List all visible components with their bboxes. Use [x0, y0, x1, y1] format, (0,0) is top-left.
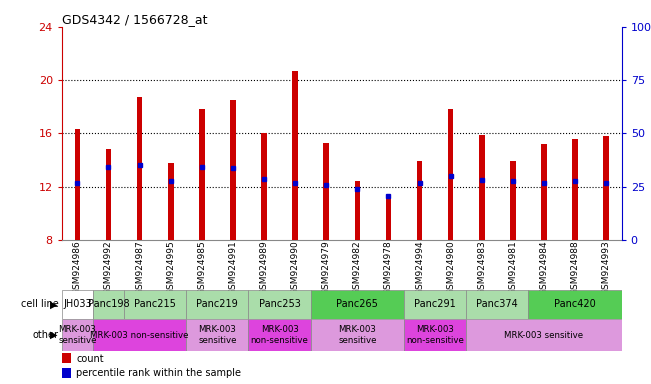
Bar [311, 319, 404, 351]
Text: cell line: cell line [21, 299, 59, 310]
Bar [385, 196, 391, 240]
Text: MRK-003
sensitive: MRK-003 sensitive [338, 325, 376, 345]
Bar [466, 319, 622, 351]
Text: GSM924994: GSM924994 [415, 240, 424, 295]
Text: GSM924995: GSM924995 [166, 240, 175, 295]
Bar [479, 135, 484, 240]
Bar [448, 109, 454, 240]
Text: Panc374: Panc374 [477, 299, 518, 310]
Bar [510, 161, 516, 240]
Bar [404, 290, 466, 319]
Text: percentile rank within the sample: percentile rank within the sample [76, 368, 241, 378]
Text: ▶: ▶ [50, 299, 58, 310]
Bar [417, 161, 422, 240]
Text: MRK-003 non-sensitive: MRK-003 non-sensitive [90, 331, 189, 339]
Text: GSM924982: GSM924982 [353, 240, 362, 295]
Bar [292, 71, 298, 240]
Bar [62, 353, 71, 363]
Text: GSM924986: GSM924986 [73, 240, 82, 295]
Bar [311, 290, 404, 319]
Text: ▶: ▶ [50, 330, 58, 340]
Bar [324, 143, 329, 240]
Text: MRK-003 sensitive: MRK-003 sensitive [505, 331, 583, 339]
Text: Panc219: Panc219 [197, 299, 238, 310]
Bar [168, 163, 174, 240]
Text: Panc420: Panc420 [554, 299, 596, 310]
Bar [249, 290, 311, 319]
Text: count: count [76, 354, 104, 364]
Bar [124, 290, 186, 319]
Text: MRK-003
non-sensitive: MRK-003 non-sensitive [251, 325, 309, 345]
Text: GSM924992: GSM924992 [104, 240, 113, 295]
Text: GSM924990: GSM924990 [290, 240, 299, 295]
Text: GSM924991: GSM924991 [229, 240, 238, 295]
Bar [541, 144, 547, 240]
Text: GSM924989: GSM924989 [260, 240, 268, 295]
Text: Panc291: Panc291 [414, 299, 456, 310]
Text: GSM924987: GSM924987 [135, 240, 144, 295]
Bar [249, 319, 311, 351]
Text: GSM924979: GSM924979 [322, 240, 331, 295]
Bar [105, 149, 111, 240]
Bar [466, 290, 529, 319]
Bar [186, 290, 249, 319]
Text: GSM924980: GSM924980 [446, 240, 455, 295]
Text: GSM924985: GSM924985 [197, 240, 206, 295]
Text: Panc253: Panc253 [258, 299, 301, 310]
Bar [529, 290, 622, 319]
Bar [62, 319, 93, 351]
Text: Panc215: Panc215 [134, 299, 176, 310]
Text: GSM924981: GSM924981 [508, 240, 518, 295]
Text: Panc265: Panc265 [337, 299, 378, 310]
Bar [186, 319, 249, 351]
Text: GSM924984: GSM924984 [540, 240, 548, 295]
Bar [137, 98, 143, 240]
Text: MRK-003
sensitive: MRK-003 sensitive [198, 325, 236, 345]
Bar [261, 134, 267, 240]
Text: GSM924993: GSM924993 [602, 240, 611, 295]
Bar [75, 129, 80, 240]
Text: MRK-003
non-sensitive: MRK-003 non-sensitive [406, 325, 464, 345]
Bar [62, 368, 71, 378]
Bar [404, 319, 466, 351]
Bar [355, 181, 360, 240]
Bar [62, 290, 93, 319]
Text: MRK-003
sensitive: MRK-003 sensitive [58, 325, 96, 345]
Text: GDS4342 / 1566728_at: GDS4342 / 1566728_at [62, 13, 208, 26]
Bar [93, 290, 124, 319]
Text: GSM924988: GSM924988 [570, 240, 579, 295]
Text: Panc198: Panc198 [88, 299, 130, 310]
Bar [93, 319, 186, 351]
Bar [603, 136, 609, 240]
Text: GSM924983: GSM924983 [477, 240, 486, 295]
Text: JH033: JH033 [63, 299, 92, 310]
Bar [199, 109, 204, 240]
Bar [230, 100, 236, 240]
Text: GSM924978: GSM924978 [384, 240, 393, 295]
Bar [572, 139, 578, 240]
Text: other: other [33, 330, 59, 340]
